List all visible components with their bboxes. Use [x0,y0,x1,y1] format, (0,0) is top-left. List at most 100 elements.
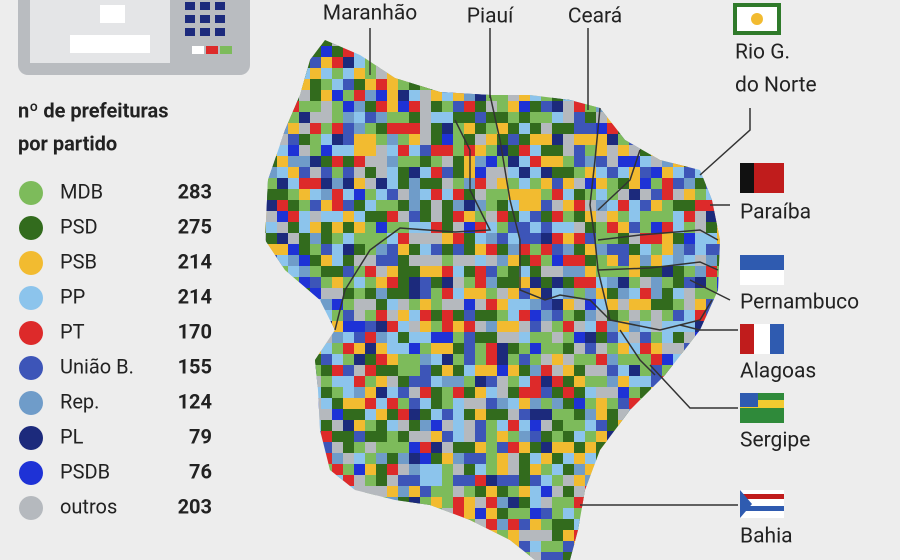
map-cell [288,420,299,431]
map-cell [265,68,266,90]
map [265,40,720,560]
map-cell [706,475,720,497]
map-cell [420,46,442,68]
map-cell [684,112,695,123]
map-cell [299,519,310,541]
map-cell [563,123,574,134]
map-cell [574,255,585,266]
map-cell [640,178,651,189]
map-cell [673,464,695,486]
map-cell [299,475,310,486]
map-cell [640,90,662,101]
map-cell [574,497,596,508]
map-cell [651,46,662,57]
map-cell [277,530,288,541]
map-cell [299,552,321,560]
map-cell [299,354,310,365]
map-cell [640,497,651,519]
legend-swatch [19,391,43,415]
map-cell [310,497,332,508]
map-cell [552,40,563,46]
map-cell [662,442,684,453]
map-cell [530,145,541,156]
map-cell [607,442,618,453]
map-cell [288,442,299,453]
map-cell [706,46,720,68]
map-cell [717,409,720,420]
map-cell [354,519,376,541]
map-cell [299,79,310,90]
map-cell [574,398,585,409]
map-cell [343,387,354,398]
map-cell [409,299,420,310]
map-cell [442,40,464,46]
map-cell [684,365,706,376]
map-cell [596,68,618,79]
map-cell [706,530,720,552]
map-cell [651,552,673,560]
map-cell [265,530,266,552]
map-cell [673,178,684,189]
map-cell [541,46,552,57]
map-cell [332,519,354,530]
map-cell [662,541,684,560]
map-cell [288,387,310,398]
map-cell [706,112,717,123]
map-cell [266,156,277,167]
map-cell [453,68,464,90]
map-cell [332,266,343,277]
map-cell [497,101,508,112]
map-cell [299,409,321,420]
map-cell [332,552,343,560]
map-cell [618,57,629,68]
map-cell [640,453,662,475]
map-cell [453,332,464,343]
map-cell [662,486,684,497]
map-cell [376,508,398,530]
map-cell [717,178,720,200]
map-cell [299,40,321,46]
map-cell [464,68,475,90]
map-cell [596,530,618,541]
party-count: 170 [178,319,212,343]
map-cell [265,376,277,387]
map-cell [585,233,596,244]
map-cell [706,332,717,354]
map-cell [717,90,720,101]
map-cell [673,46,684,68]
map-cell [629,497,640,519]
map-cell [618,431,629,453]
map-cell [299,497,321,508]
map-cell [387,530,398,541]
map-cell [717,464,720,486]
map-cell [265,200,266,211]
map-cell [288,332,310,343]
map-cell [387,519,409,530]
map-cell [354,508,376,530]
map-cell [431,156,442,167]
map-cell [717,332,720,354]
map-cell [717,57,720,68]
map-cell [376,57,387,68]
map-cell [464,321,475,332]
map-cell [640,552,651,560]
map-cell [673,519,684,541]
map-cell [343,40,354,46]
map-cell [299,387,310,398]
map-cell [475,541,486,560]
map-cell [695,101,706,112]
map-cell [640,46,662,57]
map-cell [596,90,607,101]
map-cell [486,145,497,156]
map-cell [343,222,354,233]
map-cell [585,288,596,299]
map-cell [299,431,321,442]
map-cell [596,266,607,277]
map-cell [431,134,442,145]
map-cell [508,46,530,57]
map-cell [607,321,618,332]
map-cell [706,354,717,376]
map-cell [530,57,552,79]
map-cell [695,420,706,442]
map-cell [629,79,651,90]
